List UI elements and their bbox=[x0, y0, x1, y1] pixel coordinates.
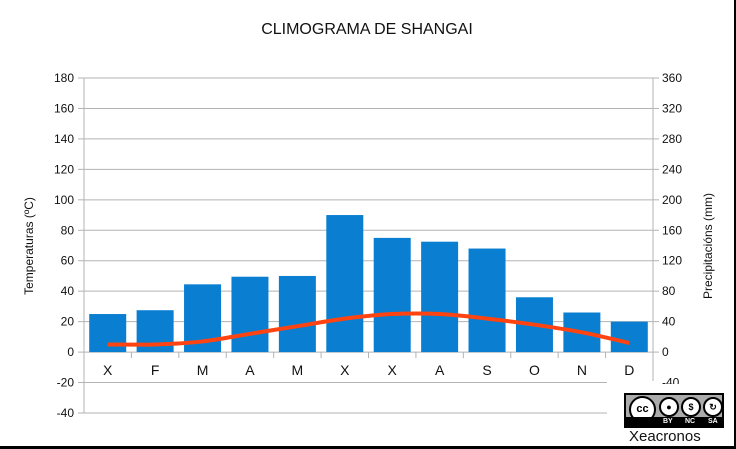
temperature-line-path bbox=[107, 311, 630, 347]
precipitation-bars bbox=[89, 215, 648, 353]
left-tick-label: 60 bbox=[61, 254, 75, 268]
right-tick-label: 0 bbox=[662, 345, 669, 359]
nc-label: NC bbox=[685, 418, 696, 425]
cc-by-nc-sa-badge: cc ● $ ↻ BY NC SA bbox=[624, 393, 724, 428]
precipitation-bar bbox=[231, 276, 269, 353]
left-axis-label: Temperaturas (ºC) bbox=[22, 197, 36, 295]
category-label: X bbox=[388, 362, 398, 378]
left-tick-label: 160 bbox=[54, 101, 74, 115]
category-label: O bbox=[529, 362, 540, 378]
category-label: F bbox=[151, 362, 160, 378]
non-commercial-icon: $ bbox=[681, 397, 701, 417]
axes bbox=[83, 78, 654, 413]
left-tick-label: 180 bbox=[54, 71, 74, 85]
category-label: A bbox=[245, 362, 255, 378]
precipitation-bar bbox=[326, 215, 364, 353]
precipitation-bar bbox=[610, 321, 648, 353]
by-label: BY bbox=[663, 418, 673, 425]
right-tick-label: 80 bbox=[662, 284, 676, 298]
precipitation-bar bbox=[373, 237, 411, 353]
brand-name: Xeacronos bbox=[629, 428, 701, 445]
right-tick-label: 120 bbox=[662, 254, 682, 268]
right-tick-label: 360 bbox=[662, 71, 682, 85]
right-tick-label: 240 bbox=[662, 162, 682, 176]
right-axis-label: Precipitacións (mm) bbox=[701, 193, 715, 299]
category-label: X bbox=[340, 362, 350, 378]
chart-title: CLIMOGRAMA DE SHANGAI bbox=[261, 21, 473, 38]
license-badge: cc ● $ ↻ BY NC SA Xeacronos bbox=[607, 384, 731, 446]
category-label: D bbox=[624, 362, 634, 378]
left-tick-label: 40 bbox=[61, 284, 75, 298]
right-tick-label: 280 bbox=[662, 132, 682, 146]
category-label: X bbox=[103, 362, 113, 378]
left-tick-label: -20 bbox=[57, 376, 75, 390]
precipitation-bar bbox=[421, 241, 459, 353]
left-tick-label: 120 bbox=[54, 162, 74, 176]
left-axis-ticks: 180 160 140 120 100 80 60 40 20 0 -20 -40 bbox=[54, 71, 74, 420]
right-tick-label: 320 bbox=[662, 101, 682, 115]
right-tick-label: 40 bbox=[662, 315, 676, 329]
right-tick-label: 200 bbox=[662, 193, 682, 207]
category-label: N bbox=[577, 362, 587, 378]
attribution-person-icon: ● bbox=[659, 397, 679, 417]
category-label: M bbox=[197, 362, 209, 378]
right-tick-label: 160 bbox=[662, 223, 682, 237]
left-tick-label: 0 bbox=[67, 345, 74, 359]
temperature-line bbox=[107, 311, 630, 347]
left-tick-label: 80 bbox=[61, 223, 75, 237]
left-tick-label: 100 bbox=[54, 193, 74, 207]
share-alike-icon: ↻ bbox=[703, 397, 723, 417]
category-label: A bbox=[435, 362, 445, 378]
left-tick-label: 140 bbox=[54, 132, 74, 146]
category-label: S bbox=[482, 362, 491, 378]
badge-strip bbox=[626, 417, 722, 426]
gridlines bbox=[78, 77, 659, 414]
sa-label: SA bbox=[708, 418, 718, 425]
left-tick-label: 20 bbox=[61, 315, 75, 329]
category-label: M bbox=[292, 362, 304, 378]
left-tick-label: -40 bbox=[57, 406, 75, 420]
precipitation-bar bbox=[468, 248, 506, 353]
precipitation-bar bbox=[278, 275, 316, 353]
